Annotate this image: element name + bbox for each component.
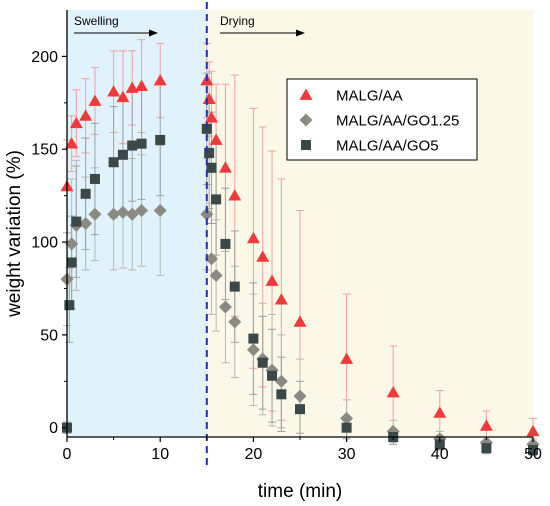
point-malg-aa-4 — [88, 94, 102, 106]
axes — [62, 10, 534, 442]
phase-labels: Swelling Drying — [74, 14, 305, 37]
phase-label-drying: Drying — [220, 14, 255, 28]
y-tick-label-0: 0 — [49, 420, 58, 437]
point-malg-aa-go1-25-9 — [153, 204, 167, 218]
point-malg-aa-go1-25-6 — [116, 205, 130, 219]
legend-marker-malg-aa — [299, 88, 313, 100]
point-malg-aa-21 — [340, 352, 354, 364]
tick-labels: 0 10 20 30 40 50 0 50 100 150 200 — [31, 49, 542, 463]
point-malg-aa-go5-5 — [89, 173, 100, 184]
point-malg-aa-go5-1 — [64, 300, 75, 311]
y-tick-label-1: 50 — [40, 327, 58, 344]
point-malg-aa-1 — [65, 137, 79, 149]
point-malg-aa-go1-25-10 — [200, 207, 214, 221]
point-malg-aa-go5-2 — [66, 257, 77, 268]
point-malg-aa-go5-15 — [220, 238, 231, 249]
point-malg-aa-go1-25-8 — [135, 204, 149, 218]
point-malg-aa-17 — [256, 250, 270, 262]
point-malg-aa-go1-25-7 — [125, 207, 139, 221]
point-malg-aa-go1-25-13 — [218, 300, 232, 314]
legend-marker-malg-aa-go1-25 — [299, 113, 313, 127]
x-tick-label-1: 10 — [151, 446, 169, 463]
legend-label-malg-aa: MALG/AA — [336, 88, 403, 105]
point-malg-aa-6 — [116, 90, 130, 103]
point-malg-aa-3 — [79, 109, 93, 121]
point-malg-aa-go1-25-20 — [340, 411, 354, 425]
point-malg-aa-25 — [526, 424, 540, 437]
legend-label-malg-aa-go5: MALG/AA/GO5 — [336, 138, 439, 155]
point-malg-aa-23 — [433, 406, 447, 418]
point-malg-aa-18 — [265, 274, 279, 286]
point-malg-aa-go5-22 — [341, 422, 352, 433]
point-malg-aa-go5-18 — [257, 357, 268, 368]
point-malg-aa-go5-16 — [229, 281, 240, 292]
point-malg-aa-go5-14 — [211, 194, 222, 205]
phase-arrow-swelling — [74, 29, 158, 37]
point-malg-aa-go5-21 — [295, 404, 305, 415]
point-malg-aa-go5-9 — [136, 138, 147, 149]
point-malg-aa-go5-26 — [528, 444, 538, 455]
legend-box — [286, 78, 478, 161]
y-axis-title: weight variation (%) — [4, 150, 25, 318]
point-malg-aa-go5-19 — [267, 370, 278, 381]
data-markers — [60, 74, 540, 455]
point-malg-aa-19 — [274, 293, 288, 305]
point-malg-aa-go1-25-4 — [88, 207, 102, 221]
x-axis-title: time (min) — [258, 481, 342, 502]
x-tick-label-4: 40 — [431, 446, 449, 463]
point-malg-aa-go5-8 — [127, 140, 138, 151]
region-drying — [206, 10, 534, 437]
point-malg-aa-go5-13 — [206, 162, 217, 173]
y-tick-label-2: 100 — [31, 235, 58, 252]
point-malg-aa-go5-12 — [204, 147, 215, 158]
point-malg-aa-go5-25 — [481, 443, 492, 454]
legend-marker-malg-aa-go5 — [301, 140, 311, 150]
point-malg-aa-go5-20 — [276, 389, 287, 400]
point-malg-aa-8 — [135, 79, 149, 91]
point-malg-aa-20 — [293, 315, 307, 327]
point-malg-aa-go1-25-1 — [65, 237, 79, 251]
point-malg-aa-2 — [69, 116, 83, 129]
y-tick-label-4: 200 — [31, 49, 58, 66]
point-malg-aa-5 — [107, 85, 121, 97]
point-malg-aa-16 — [246, 231, 260, 244]
point-malg-aa-24 — [479, 419, 493, 431]
point-malg-aa-go5-7 — [117, 149, 128, 160]
point-malg-aa-go5-4 — [80, 188, 91, 199]
point-malg-aa-go1-25-11 — [204, 252, 218, 266]
x-tick-label-3: 30 — [338, 446, 356, 463]
point-malg-aa-14 — [218, 161, 232, 173]
point-malg-aa-go1-25-5 — [107, 207, 121, 221]
point-malg-aa-9 — [153, 74, 167, 86]
y-tick-label-3: 150 — [31, 142, 58, 159]
point-malg-aa-go1-25-18 — [274, 374, 288, 388]
point-malg-aa-go5-3 — [71, 216, 82, 227]
x-tick-label-5: 50 — [524, 446, 542, 463]
point-malg-aa-15 — [228, 189, 242, 201]
legend: MALG/AA MALG/AA/GO1.25 MALG/AA/GO5 — [286, 78, 478, 161]
phase-arrow-drying — [220, 29, 305, 37]
point-malg-aa-go1-25-14 — [228, 315, 242, 329]
x-tick-label-0: 0 — [63, 446, 72, 463]
point-malg-aa-go1-25-3 — [79, 217, 93, 230]
point-malg-aa-go1-25-19 — [293, 389, 307, 403]
point-malg-aa-go1-25-15 — [246, 343, 260, 357]
point-malg-aa-7 — [125, 81, 139, 93]
point-malg-aa-go5-10 — [155, 134, 166, 145]
point-malg-aa-go1-25-12 — [209, 268, 223, 282]
x-tick-label-2: 20 — [245, 446, 263, 463]
phase-label-swelling: Swelling — [74, 14, 119, 28]
point-malg-aa-go5-6 — [108, 157, 119, 168]
point-malg-aa-13 — [209, 133, 223, 145]
point-malg-aa-go5-24 — [434, 439, 445, 450]
point-malg-aa-22 — [386, 385, 400, 398]
legend-label-malg-aa-go1-25: MALG/AA/GO1.25 — [336, 113, 459, 130]
point-malg-aa-12 — [204, 111, 218, 123]
point-malg-aa-go5-17 — [248, 333, 259, 344]
